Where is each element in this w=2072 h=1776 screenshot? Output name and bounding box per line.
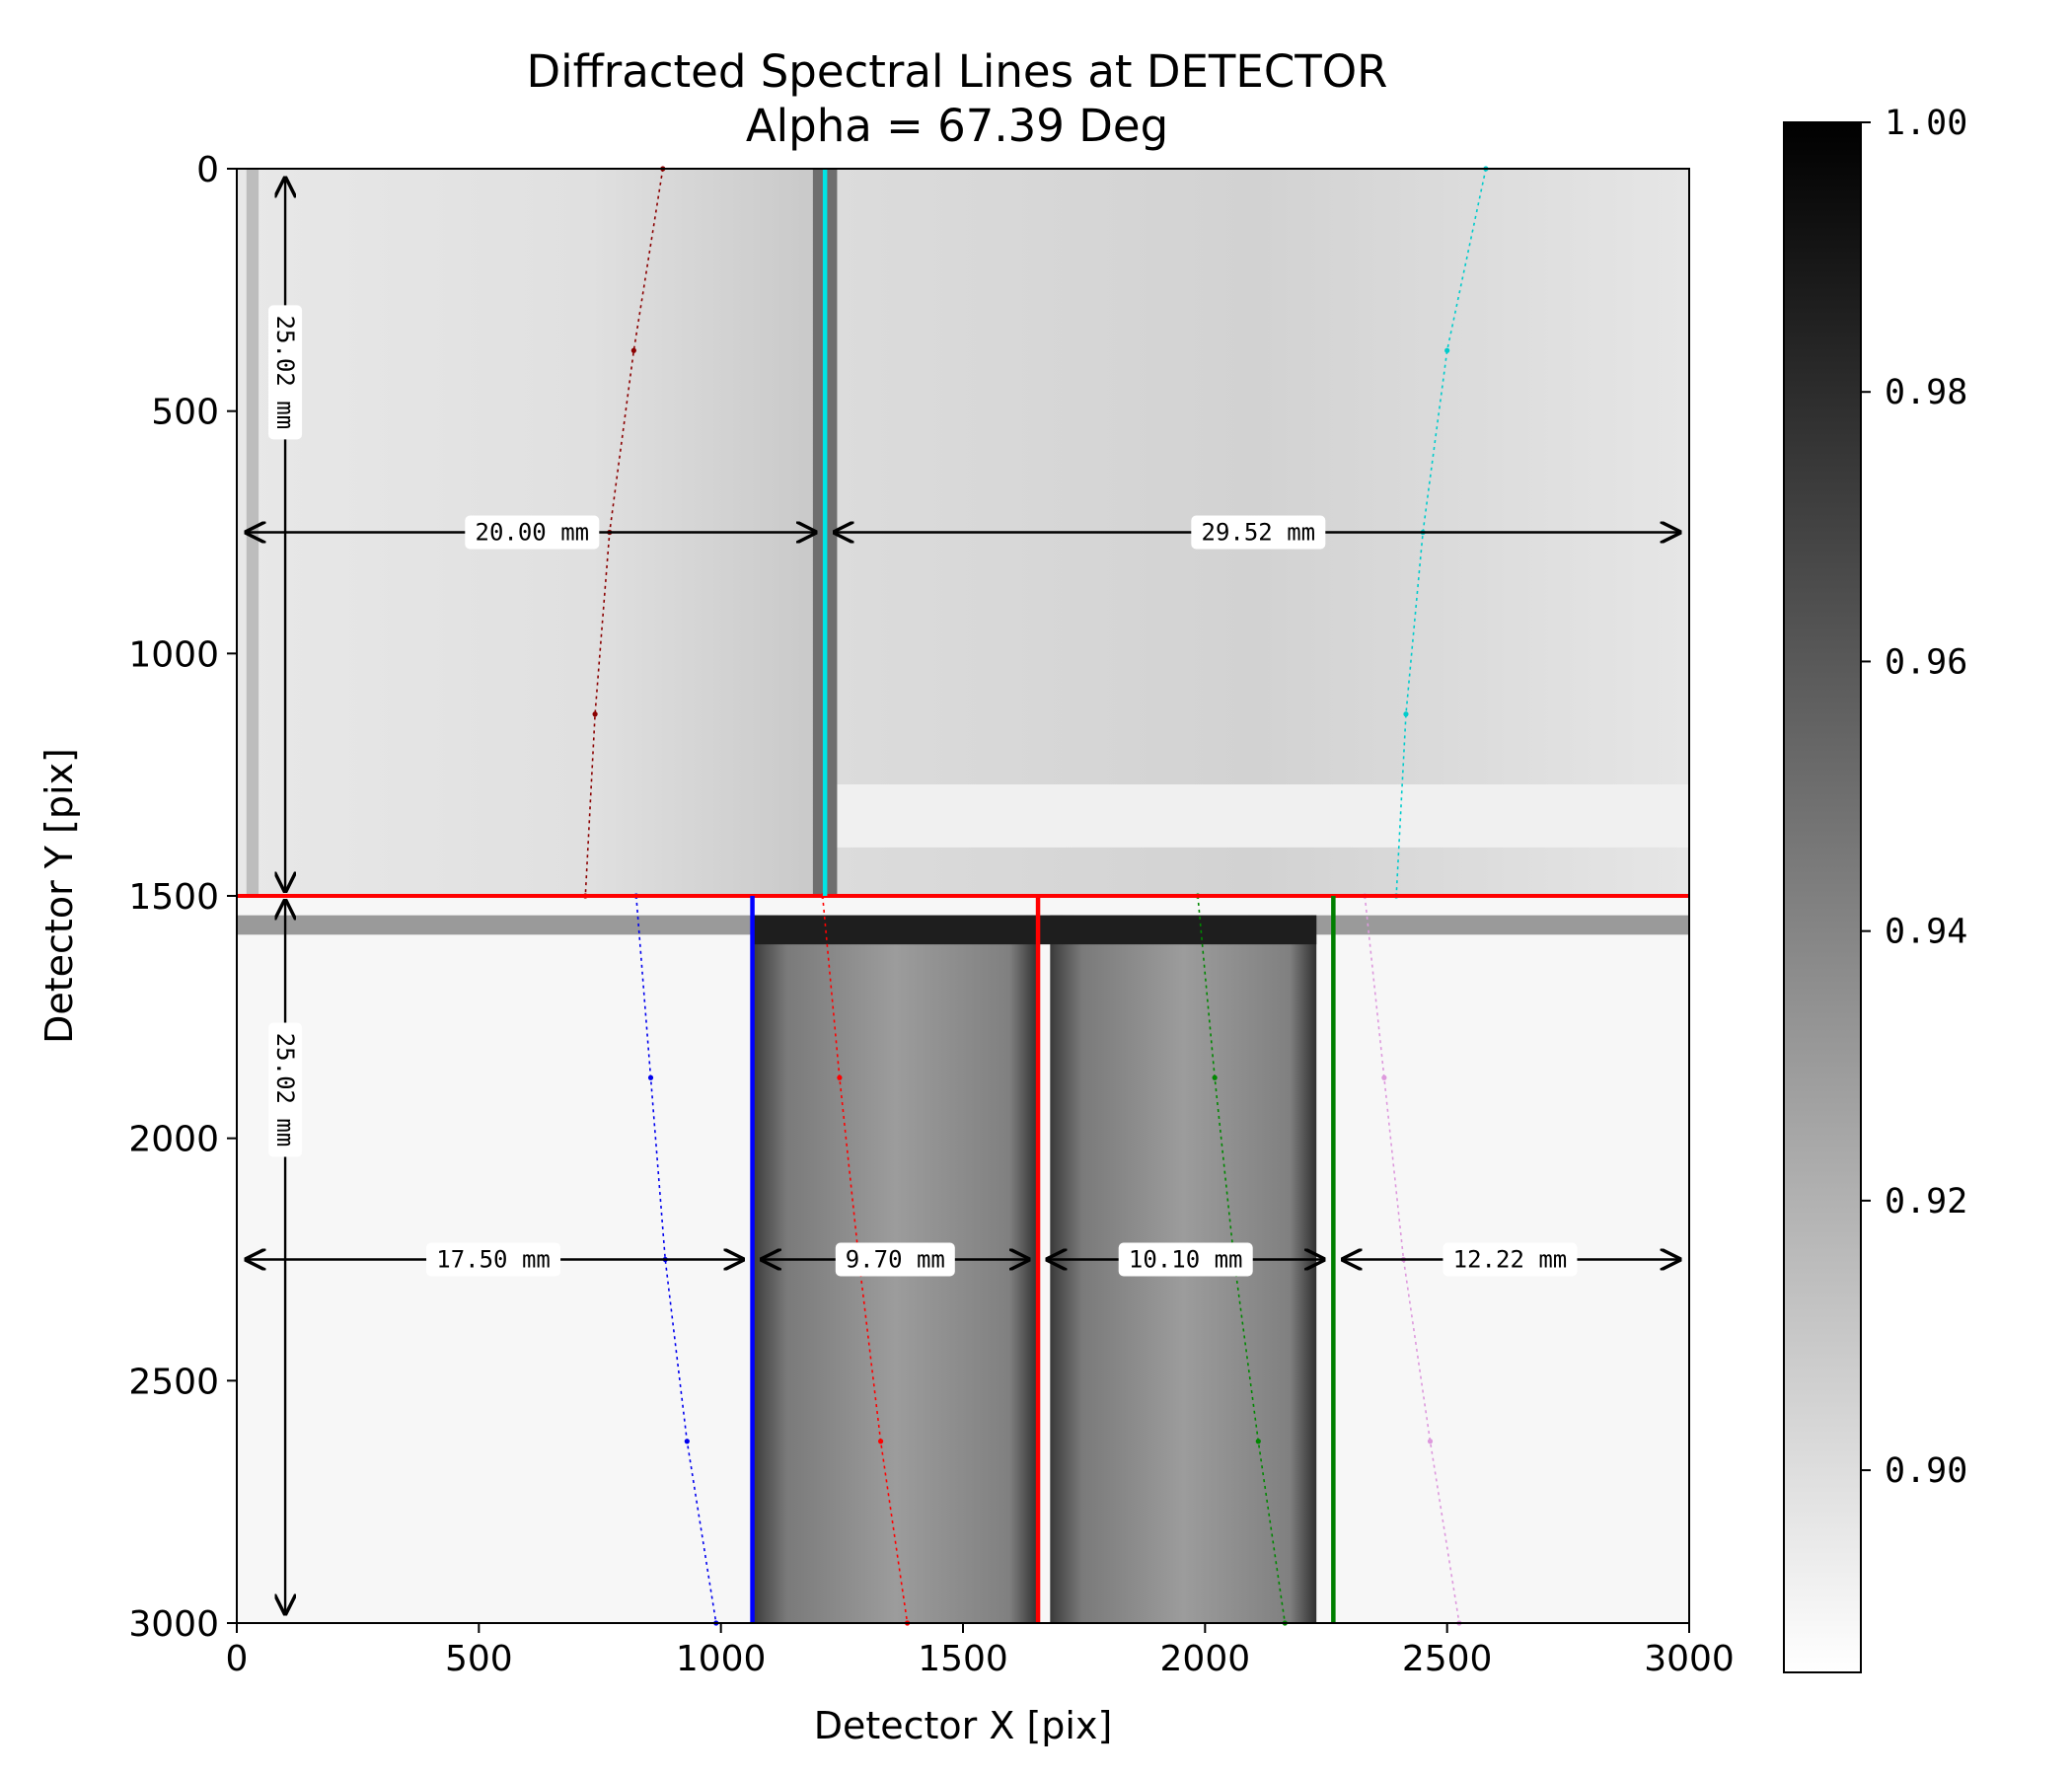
dimension-label-box [1118, 1242, 1253, 1277]
spectral-point [1255, 1439, 1261, 1444]
colorbar-ticks: 1.00 0.98 0.96 0.94 0.92 0.90 [1861, 104, 1967, 1491]
dimension-label: 17.50 mm [436, 1246, 551, 1274]
dimension-label: 10.10 mm [1129, 1246, 1243, 1274]
dimension-label: 20.00 mm [476, 519, 590, 547]
y-tick-label: 0 [196, 150, 219, 190]
dimension-label-box [268, 305, 303, 440]
spectral-point [1381, 1074, 1387, 1080]
spectral-line-6 [1364, 895, 1460, 1624]
dimension-label: 9.70 mm [846, 1246, 945, 1274]
spectral-point [647, 1074, 654, 1080]
spectral-point [1427, 1439, 1434, 1444]
spectral-point [837, 1074, 843, 1080]
dimension-3: 20.00 mm [247, 515, 816, 550]
spectral-point [684, 1439, 690, 1444]
colorbar-tick-label: 0.92 [1885, 1182, 1967, 1221]
dark-band-top [752, 915, 1317, 945]
dimension-label: 29.52 mm [1202, 519, 1316, 547]
y-tick-label: 3000 [128, 1604, 219, 1645]
dimension-annotations: 25.02 mm 25.02 mm 20.00 mm 29.52 mm 17.50 mm… [247, 179, 1679, 1613]
x-tick-label: 2000 [1160, 1639, 1251, 1679]
dimension-7: 10.10 mm [1048, 1242, 1324, 1277]
x-tick-label: 1500 [918, 1639, 1008, 1679]
spectral-line-5 [1197, 895, 1287, 1624]
x-tick-label: 0 [226, 1639, 249, 1679]
dimension-label-box [1191, 515, 1326, 550]
spectral-line-3 [635, 895, 717, 1624]
y-tick-label: 1500 [128, 877, 219, 918]
dimension-label-box [465, 515, 600, 550]
y-axis-ticks: 0 500 1000 1500 2000 2500 3000 [128, 150, 237, 1645]
x-tick-label: 2500 [1402, 1639, 1493, 1679]
spectral-line-4 [821, 895, 909, 1624]
y-tick-label: 2000 [128, 1120, 219, 1160]
dimension-label: 12.22 mm [1453, 1246, 1568, 1274]
y-tick-label: 2500 [128, 1362, 219, 1402]
dimension-8: 12.22 mm [1343, 1242, 1679, 1277]
colorbar [1783, 121, 1862, 1673]
spectral-point [1212, 1074, 1218, 1080]
spectral-point [877, 1439, 884, 1444]
colorbar-tick-label: 0.94 [1885, 913, 1967, 952]
x-axis-ticks: 0 500 1000 1500 2000 2500 3000 [226, 1623, 1735, 1679]
chart-title: Diffracted Spectral Lines at DETECTOR [527, 45, 1388, 98]
dimension-label-box [835, 1242, 955, 1277]
x-tick-label: 500 [445, 1639, 513, 1679]
chart-subtitle: Alpha = 67.39 Deg [746, 100, 1168, 152]
y-tick-label: 500 [151, 393, 219, 433]
x-tick-label: 3000 [1644, 1639, 1735, 1679]
spectral-point [1444, 347, 1450, 353]
x-axis-label: Detector X [pix] [814, 1704, 1113, 1747]
dimension-label: 25.02 mm [271, 316, 299, 430]
upper-bright-strip [837, 783, 1689, 848]
spectral-point [1403, 711, 1409, 717]
dimension-label-box [268, 1022, 303, 1157]
dimension-5: 17.50 mm [247, 1242, 743, 1277]
colorbar-tick-label: 0.90 [1885, 1451, 1967, 1491]
y-tick-label: 1000 [128, 634, 219, 675]
dimension-4: 29.52 mm [835, 515, 1679, 550]
spectral-point [630, 347, 636, 353]
dimension-label-box [1443, 1242, 1578, 1277]
dimension-label: 25.02 mm [271, 1033, 299, 1147]
colorbar-tick-label: 1.00 [1885, 104, 1967, 143]
spectral-point [592, 711, 598, 717]
dimension-6: 9.70 mm [762, 1242, 1028, 1277]
y-axis-label: Detector Y [pix] [37, 748, 81, 1044]
x-tick-label: 1000 [676, 1639, 767, 1679]
colorbar-tick-label: 0.98 [1885, 373, 1967, 412]
colorbar-tick-label: 0.96 [1885, 642, 1967, 682]
dimension-label-box [426, 1242, 561, 1277]
boundary-lines [237, 169, 1689, 1623]
